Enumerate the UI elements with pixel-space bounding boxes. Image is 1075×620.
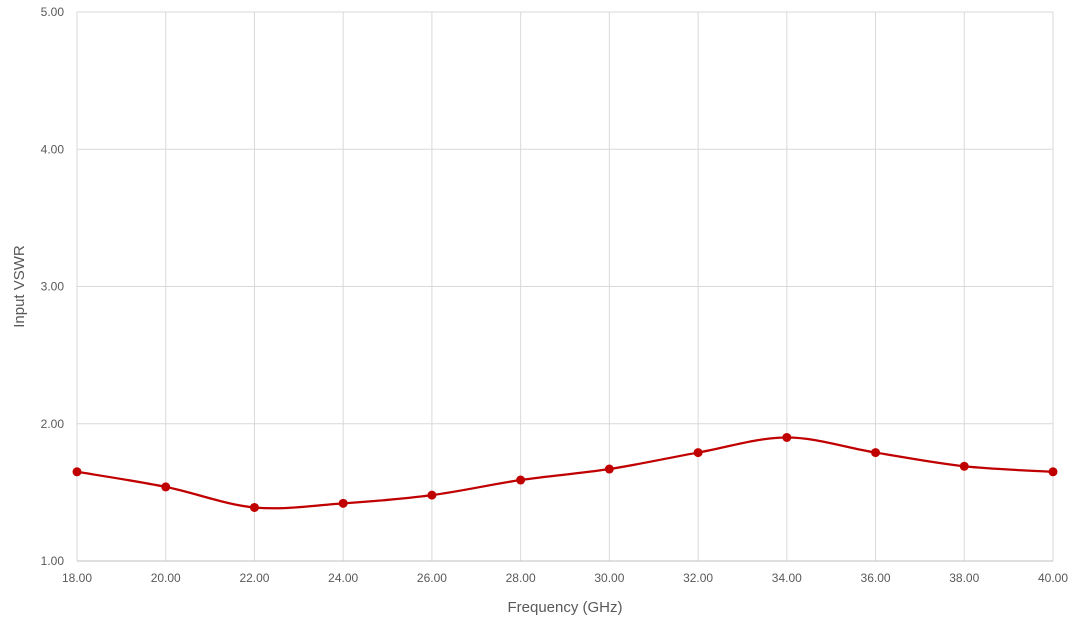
data-point-marker: [427, 490, 437, 500]
x-tick-label: 36.00: [861, 571, 891, 585]
y-axis-title: Input VSWR: [11, 245, 28, 328]
data-point-marker: [338, 498, 348, 508]
x-tick-label: 24.00: [328, 571, 358, 585]
data-point-marker: [161, 482, 171, 492]
y-tick-label: 5.00: [41, 5, 65, 19]
x-tick-label: 38.00: [949, 571, 979, 585]
data-point-marker: [516, 475, 526, 485]
data-point-marker: [693, 448, 703, 458]
data-point-marker: [1048, 467, 1058, 477]
y-tick-label: 1.00: [41, 554, 65, 568]
axes: 1.00 2.00 3.00 4.00 5.00 18.00 20.00 22.00 24.00…: [41, 5, 1069, 585]
y-tick-label: 2.00: [41, 417, 65, 431]
x-tick-label: 20.00: [151, 571, 181, 585]
y-tick-label: 3.00: [41, 280, 65, 294]
data-point-marker: [604, 464, 614, 474]
x-tick-label: 26.00: [417, 571, 447, 585]
x-tick-label: 28.00: [506, 571, 536, 585]
grid: [76, 11, 1054, 561]
x-tick-label: 18.00: [62, 571, 92, 585]
y-tick-label: 4.00: [41, 142, 65, 156]
series-layer: [72, 432, 1058, 512]
data-point-marker: [782, 432, 792, 442]
data-point-marker: [959, 461, 969, 471]
x-tick-label: 40.00: [1038, 571, 1068, 585]
data-point-marker: [249, 502, 259, 512]
data-point-marker: [871, 448, 881, 458]
vswr-line: [76, 436, 1054, 510]
x-tick-label: 30.00: [594, 571, 624, 585]
x-axis-title: Frequency (GHz): [507, 599, 622, 616]
data-point-marker: [72, 467, 82, 477]
x-tick-label: 32.00: [683, 571, 713, 585]
x-tick-label: 22.00: [239, 571, 269, 585]
x-tick-label: 34.00: [772, 571, 802, 585]
